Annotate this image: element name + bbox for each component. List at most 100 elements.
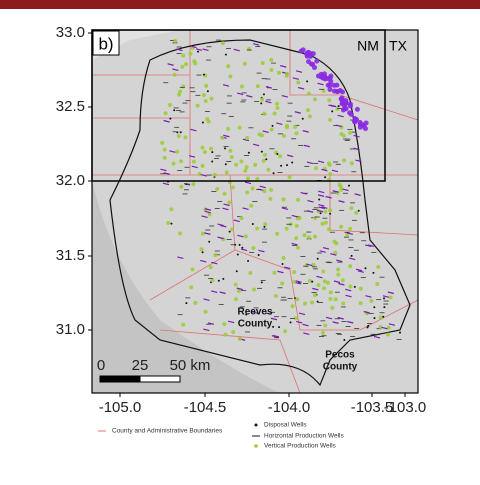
vertical-well (285, 72, 290, 77)
x-tick-label: -105.0 (99, 399, 142, 416)
vertical-well (222, 322, 227, 327)
vertical-well (306, 91, 311, 96)
disposal-well (350, 254, 353, 257)
scale-label: 25 (132, 357, 149, 374)
y-tick-label: 31.5 (56, 247, 85, 264)
horizontal-well (284, 266, 291, 270)
vertical-well (233, 282, 238, 287)
horizontal-well (169, 150, 176, 153)
vertical-well (294, 236, 299, 241)
horizontal-well (242, 138, 250, 142)
horizontal-well (203, 298, 210, 302)
vertical-well (341, 133, 346, 138)
axes: 33.0 32.5 32.0 31.5 31.0 -105.0 -104.5 -104.0 -1… (56, 24, 426, 416)
horizontal-well (349, 257, 356, 261)
horizontal-well (332, 321, 339, 324)
county-label: Reeves (237, 307, 272, 318)
vertical-well (261, 158, 266, 163)
vertical-well (209, 96, 214, 101)
horizontal-well (387, 291, 394, 295)
vertical-well (234, 162, 239, 167)
vertical-well (275, 231, 280, 236)
vertical-well (200, 145, 205, 150)
vertical-well (323, 323, 328, 328)
vertical-well (188, 51, 193, 56)
horizontal-well (363, 310, 370, 314)
legend-label: Vertical Production Wells (264, 443, 337, 450)
y-tick-label: 32.5 (56, 98, 85, 115)
vertical-well (172, 72, 177, 77)
horizontal-well (354, 193, 361, 196)
horizontal-well (237, 234, 244, 238)
vertical-well (191, 182, 196, 187)
vertical-well (204, 83, 209, 88)
horizontal-well (346, 232, 353, 235)
horizontal-well (291, 242, 298, 246)
horizontal-well (333, 280, 341, 284)
disposal-well (217, 279, 220, 282)
vertical-well (236, 289, 241, 294)
vertical-well (348, 226, 353, 231)
disposal-well (208, 240, 211, 243)
vertical-well (269, 58, 274, 63)
vertical-well (388, 295, 393, 300)
vertical-well (296, 245, 301, 250)
panel-label: b) (98, 34, 113, 53)
vertical-well (220, 41, 225, 46)
horizontal-well (317, 82, 324, 86)
vertical-well (203, 98, 208, 103)
horizontal-well (337, 114, 344, 118)
horizontal-well (325, 195, 332, 199)
vertical-well (369, 298, 374, 303)
horizontal-well (281, 95, 289, 98)
disposal-well (399, 331, 402, 334)
disposal-well (173, 109, 176, 112)
vertical-well (291, 279, 296, 284)
vertical-well (310, 300, 315, 305)
vertical-well (307, 114, 312, 119)
disposal-well (238, 243, 241, 246)
vertical-well (167, 102, 172, 107)
vertical-well (314, 166, 319, 171)
horizontal-well (258, 249, 265, 253)
vertical-well (183, 135, 188, 140)
vertical-well (339, 187, 344, 192)
horizontal-well (296, 320, 303, 324)
vertical-well (200, 231, 205, 236)
horizontal-well (347, 320, 354, 324)
horizontal-well (219, 291, 226, 295)
horizontal-well (176, 48, 183, 52)
horizontal-well (237, 92, 244, 96)
vertical-well (336, 272, 341, 277)
disposal-well (211, 160, 214, 163)
horizontal-well (270, 317, 278, 321)
horizontal-well (306, 161, 314, 165)
disposal-well (260, 150, 263, 153)
vertical-well (191, 159, 196, 164)
horizontal-well-cluster (363, 126, 369, 132)
vertical-well (179, 159, 184, 164)
vertical-well (169, 207, 174, 212)
horizontal-well (303, 332, 310, 336)
vertical-well (178, 231, 183, 236)
disposal-well (337, 105, 340, 108)
horizontal-well (244, 181, 252, 185)
vertical-well (203, 309, 208, 314)
vertical-well (239, 159, 244, 164)
vertical-well (328, 290, 333, 295)
map-area: b) NM TX Reeves County Pecos County 0 25… (91, 29, 419, 394)
horizontal-well-cluster (328, 73, 334, 79)
disposal-well (318, 198, 321, 201)
disposal-well (202, 73, 205, 76)
vertical-well (283, 329, 288, 334)
vertical-well (316, 283, 321, 288)
disposal-well (372, 271, 375, 274)
horizontal-well (222, 207, 229, 211)
vertical-well (263, 222, 268, 227)
horizontal-well-cluster (352, 118, 358, 124)
county-label: County (323, 362, 358, 373)
vertical-well (262, 111, 267, 116)
scale-label: 0 (97, 357, 105, 374)
horizontal-well-cluster (337, 88, 343, 94)
disposal-well (197, 50, 200, 53)
